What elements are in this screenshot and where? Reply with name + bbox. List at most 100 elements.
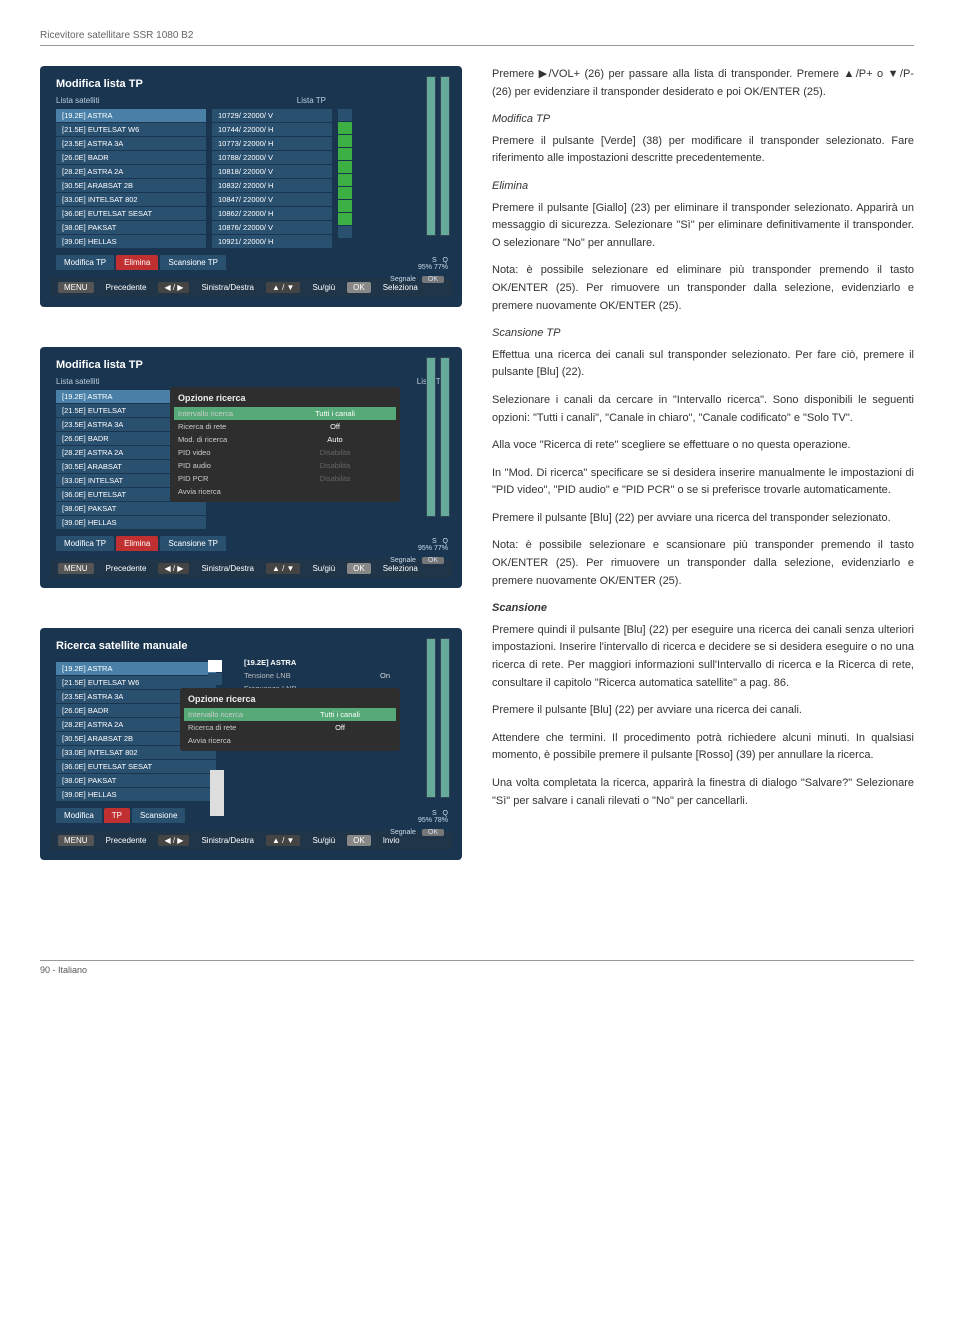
checkbox-icon[interactable] xyxy=(338,226,352,238)
body-text: Selezionare i canali da cercare in "Inte… xyxy=(492,392,914,427)
checkbox-icon[interactable] xyxy=(208,673,222,685)
tab-elimina[interactable]: Elimina xyxy=(116,536,158,551)
checkbox-icon[interactable] xyxy=(338,109,352,121)
popup-row[interactable]: PID PCRDisabilita xyxy=(174,472,396,485)
list-item[interactable]: 10729/ 22000/ V xyxy=(212,109,332,122)
checkbox-icon[interactable] xyxy=(338,161,352,173)
tab-modifica[interactable]: Modifica xyxy=(56,808,102,823)
popup-row[interactable]: Mod. di ricercaAuto xyxy=(174,433,396,446)
col-header-sat: Lista satelliti xyxy=(56,96,206,105)
tab-modifica-tp[interactable]: Modifica TP xyxy=(56,255,114,270)
left-column: Modifica lista TP Lista satelliti Lista … xyxy=(40,66,462,900)
body-text: In "Mod. Di ricerca" specificare se si d… xyxy=(492,465,914,500)
list-item[interactable]: [38.0E] PAKSAT xyxy=(56,221,206,234)
popup-opzione-ricerca: Opzione ricerca Intervallo ricercaTutti … xyxy=(180,688,400,751)
list-item[interactable]: [39.0E] HELLAS xyxy=(56,788,216,801)
body-text: Premere il pulsante [Blu] (22) per avvia… xyxy=(492,510,914,528)
body-text: Premere il pulsante [Giallo] (23) per el… xyxy=(492,200,914,253)
popup-row[interactable]: PID audioDisabilita xyxy=(174,459,396,472)
list-item[interactable]: [39.0E] HELLAS xyxy=(56,516,206,529)
ud-icon: ▲ / ▼ xyxy=(266,835,301,846)
list-item[interactable]: 10832/ 22000/ H xyxy=(212,179,332,192)
prev-label: Precedente xyxy=(106,836,147,845)
lr-label: Sinistra/Destra xyxy=(201,836,253,845)
tab-elimina[interactable]: Elimina xyxy=(116,255,158,270)
checkbox-icon[interactable] xyxy=(338,187,352,199)
list-item[interactable]: 10847/ 22000/ V xyxy=(212,193,332,206)
popup-row[interactable]: Intervallo ricercaTutti i canali xyxy=(184,708,396,721)
checkbox-icon[interactable] xyxy=(338,213,352,225)
list-item[interactable]: [39.0E] HELLAS xyxy=(56,235,206,248)
list-item[interactable]: [19.2E] ASTRA xyxy=(56,109,206,122)
ud-icon: ▲ / ▼ xyxy=(266,282,301,293)
body-text: Alla voce "Ricerca di rete" scegliere se… xyxy=(492,437,914,455)
list-item[interactable]: [33.0E] INTELSAT 802 xyxy=(56,193,206,206)
tab-bar: Modifica TP Elimina Scansione TP xyxy=(56,536,446,551)
popup-row[interactable]: Intervallo ricercaTutti i canali xyxy=(174,407,396,420)
popup-row[interactable]: Ricerca di reteOff xyxy=(184,721,396,734)
list-item[interactable]: 10818/ 22000/ V xyxy=(212,165,332,178)
signal-quality-readout: S Q 95% 77% xyxy=(418,257,448,271)
checkbox-icon[interactable] xyxy=(338,135,352,147)
body-text: Nota: è possibile selezionare e scansion… xyxy=(492,537,914,590)
checkbox-icon[interactable] xyxy=(338,174,352,186)
list-item[interactable]: [36.0E] EUTELSAT SESAT xyxy=(56,207,206,220)
ud-label: Su/giù xyxy=(312,283,335,292)
tab-scansione-tp[interactable]: Scansione TP xyxy=(160,255,226,270)
list-item[interactable]: 10921/ 22000/ H xyxy=(212,235,332,248)
ok-button[interactable]: OK xyxy=(347,835,371,846)
list-item[interactable]: [36.0E] EUTELSAT SESAT xyxy=(56,760,216,773)
signal-label: Segnale xyxy=(390,829,416,836)
checkbox-icon[interactable] xyxy=(338,200,352,212)
screen-title: Modifica lista TP xyxy=(50,76,452,96)
list-item[interactable]: [28.2E] ASTRA 2A xyxy=(56,165,206,178)
heading-modifica-tp: Modifica TP xyxy=(492,111,914,129)
list-item[interactable]: 10744/ 22000/ H xyxy=(212,123,332,136)
menu-button[interactable]: MENU xyxy=(58,282,94,293)
ok-button[interactable]: OK xyxy=(347,282,371,293)
list-item[interactable]: 10788/ 22000/ V xyxy=(212,151,332,164)
list-item[interactable]: 10773/ 22000/ H xyxy=(212,137,332,150)
col-header-tp: Lista TP xyxy=(206,96,326,105)
popup-row[interactable]: Avvia ricerca xyxy=(184,734,396,747)
signal-label: Segnale xyxy=(390,276,416,283)
heading-scansione-tp: Scansione TP xyxy=(492,325,914,343)
satellite-list: [19.2E] ASTRA[21.5E] EUTELSAT W6[23.5E] … xyxy=(56,109,206,249)
popup-opzione-ricerca: Opzione ricerca Intervallo ricercaTutti … xyxy=(170,387,400,502)
product-name: Ricevitore satellitare SSR 1080 B2 xyxy=(40,30,193,41)
page-footer: 90 - Italiano xyxy=(40,960,914,975)
list-item[interactable]: [30.5E] ARABSAT 2B xyxy=(56,179,206,192)
tab-scansione-tp[interactable]: Scansione TP xyxy=(160,536,226,551)
body-text: Una volta completata la ricerca, apparir… xyxy=(492,775,914,810)
tab-modifica-tp[interactable]: Modifica TP xyxy=(56,536,114,551)
list-item[interactable]: [21.5E] EUTELSAT W6 xyxy=(56,123,206,136)
tab-tp[interactable]: TP xyxy=(104,808,130,823)
popup-row[interactable]: Avvia ricerca xyxy=(174,485,396,498)
ok-button[interactable]: OK xyxy=(347,563,371,574)
popup-row[interactable]: PID videoDisabilita xyxy=(174,446,396,459)
menu-button[interactable]: MENU xyxy=(58,563,94,574)
select-label: Seleziona xyxy=(383,564,418,573)
popup-title: Opzione ricerca xyxy=(184,692,396,708)
tab-bar: Modifica TP Elimina Scansione TP xyxy=(56,255,446,270)
list-item[interactable]: [19.2E] ASTRA xyxy=(56,662,216,675)
list-item[interactable]: [38.0E] PAKSAT xyxy=(56,502,206,515)
screen-title: Ricerca satellite manuale xyxy=(50,638,452,658)
setting-row[interactable]: Tensione LNBOn xyxy=(240,669,440,682)
list-item[interactable]: [38.0E] PAKSAT xyxy=(56,774,216,787)
tab-bar: Modifica TP Scansione xyxy=(56,808,446,823)
list-item[interactable]: [26.0E] BADR xyxy=(56,151,206,164)
tab-scansione[interactable]: Scansione xyxy=(132,808,185,823)
list-item[interactable]: 10862/ 22000/ H xyxy=(212,207,332,220)
checkbox-icon[interactable] xyxy=(338,122,352,134)
ud-label: Su/giù xyxy=(312,836,335,845)
list-item[interactable]: [23.5E] ASTRA 3A xyxy=(56,137,206,150)
body-text: Nota: è possibile selezionare ed elimina… xyxy=(492,262,914,315)
popup-row[interactable]: Ricerca di reteOff xyxy=(174,420,396,433)
checkbox-icon[interactable]: ✓ xyxy=(208,660,222,672)
list-item[interactable]: 10876/ 22000/ V xyxy=(212,221,332,234)
lr-icon: ◀ / ▶ xyxy=(158,563,189,574)
menu-button[interactable]: MENU xyxy=(58,835,94,846)
checkbox-icon[interactable] xyxy=(338,148,352,160)
popup-title: Opzione ricerca xyxy=(174,391,396,407)
